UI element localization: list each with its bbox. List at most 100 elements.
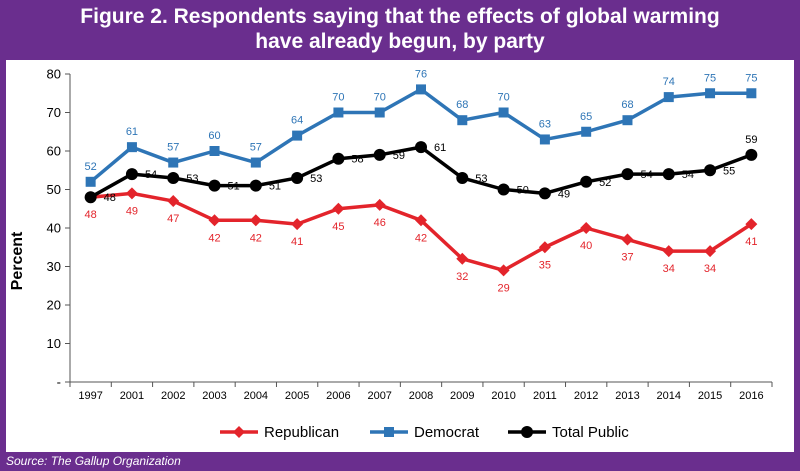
x-tick-label: 2004 xyxy=(244,390,268,402)
data-label: 49 xyxy=(126,205,138,217)
x-tick-label: 2002 xyxy=(161,390,185,402)
data-label: 42 xyxy=(415,232,427,244)
data-label: 64 xyxy=(291,115,303,127)
data-point xyxy=(538,241,551,254)
data-point xyxy=(250,157,261,168)
data-label: 53 xyxy=(310,173,322,185)
title-line-2: have already begun, by party xyxy=(255,30,545,53)
y-tick-label: 80 xyxy=(47,67,61,82)
data-point xyxy=(84,191,97,204)
data-point xyxy=(580,222,593,234)
x-tick-label: 2008 xyxy=(409,390,433,402)
data-point xyxy=(374,107,385,118)
legend-marker xyxy=(233,426,245,438)
data-label: 46 xyxy=(374,217,386,229)
data-label: 52 xyxy=(599,177,611,189)
legend-item-republican: Republican xyxy=(220,424,339,441)
data-label: 68 xyxy=(621,99,633,111)
data-label: 48 xyxy=(104,192,116,204)
data-label: 45 xyxy=(332,221,344,233)
legend-marker xyxy=(384,427,394,437)
source-note: Source: The Gallup Organization xyxy=(6,454,181,468)
data-label: 29 xyxy=(497,282,509,294)
data-point xyxy=(332,202,345,215)
data-label: 47 xyxy=(167,213,179,225)
data-label: 68 xyxy=(456,99,468,111)
data-point xyxy=(539,134,550,145)
data-label: 63 xyxy=(539,118,551,130)
y-tick-label: - xyxy=(57,375,61,390)
x-tick-label: 2013 xyxy=(615,390,639,402)
data-point xyxy=(85,176,96,187)
x-tick-label: 2011 xyxy=(533,390,557,402)
data-label: 59 xyxy=(745,134,757,146)
data-point xyxy=(746,88,757,99)
data-point xyxy=(126,142,137,153)
data-label: 32 xyxy=(456,271,468,283)
legend-marker xyxy=(521,426,533,438)
data-point xyxy=(208,179,221,192)
legend-label: Democrat xyxy=(414,424,480,441)
data-point xyxy=(249,214,262,227)
y-tick-label: 40 xyxy=(47,221,61,236)
x-tick-label: 2007 xyxy=(367,390,391,402)
chart-panel: - 10 20 30 40 50 60 70 80 1997 2001 2002 2003 2004 200… xyxy=(6,60,794,452)
data-label: 49 xyxy=(558,188,570,200)
x-tick-label: 2006 xyxy=(326,390,350,402)
data-point xyxy=(208,214,221,227)
data-point xyxy=(704,164,717,177)
data-label: 74 xyxy=(663,76,675,88)
data-label: 75 xyxy=(745,72,757,84)
data-point xyxy=(249,179,262,192)
data-point xyxy=(497,183,510,196)
data-point xyxy=(167,171,180,184)
x-tick-label: 2005 xyxy=(285,390,309,402)
x-tick-label: 2014 xyxy=(657,390,681,402)
data-point xyxy=(538,187,551,200)
legend: Republican Democrat Total Public xyxy=(220,424,629,441)
data-point xyxy=(580,175,593,188)
x-tick-label: 2012 xyxy=(574,390,598,402)
y-tick-label: 30 xyxy=(47,259,61,274)
x-tick-label: 2016 xyxy=(739,390,763,402)
data-label: 51 xyxy=(269,181,281,193)
data-point xyxy=(125,187,138,200)
data-label: 48 xyxy=(85,209,97,221)
x-tick-label: 2003 xyxy=(202,390,226,402)
data-label: 52 xyxy=(85,161,97,173)
legend-item-democrat: Democrat xyxy=(370,424,480,441)
data-point xyxy=(456,252,469,265)
series-line xyxy=(89,87,752,184)
data-point xyxy=(291,218,304,231)
data-point xyxy=(622,115,633,126)
y-tick-label: 70 xyxy=(47,105,61,120)
data-label: 34 xyxy=(704,263,716,275)
data-point xyxy=(168,157,179,168)
data-point xyxy=(456,171,469,184)
x-tick-label: 1997 xyxy=(78,390,102,402)
data-label: 70 xyxy=(332,92,344,104)
data-point xyxy=(416,84,426,95)
line-chart: - 10 20 30 40 50 60 70 80 1997 2001 2002 2003 2004 200… xyxy=(9,67,773,441)
data-label: 53 xyxy=(475,173,487,185)
series-democrat xyxy=(85,84,757,187)
legend-item-total-public: Total Public xyxy=(508,424,629,441)
data-point xyxy=(333,107,344,118)
x-tick-label: 2010 xyxy=(491,390,515,402)
data-label: 54 xyxy=(682,169,694,181)
data-point xyxy=(373,148,386,161)
data-point xyxy=(292,130,303,141)
data-point xyxy=(497,264,510,277)
data-label: 50 xyxy=(517,185,529,197)
data-label: 53 xyxy=(186,173,198,185)
y-tick-label: 20 xyxy=(47,298,61,313)
y-tick-label: 10 xyxy=(47,336,61,351)
series-total-public xyxy=(84,141,758,204)
y-tick-label: 60 xyxy=(47,144,61,159)
data-label: 54 xyxy=(145,169,157,181)
data-point xyxy=(621,168,634,181)
data-label: 57 xyxy=(250,142,262,154)
data-label: 35 xyxy=(539,259,551,271)
data-point xyxy=(745,148,758,161)
